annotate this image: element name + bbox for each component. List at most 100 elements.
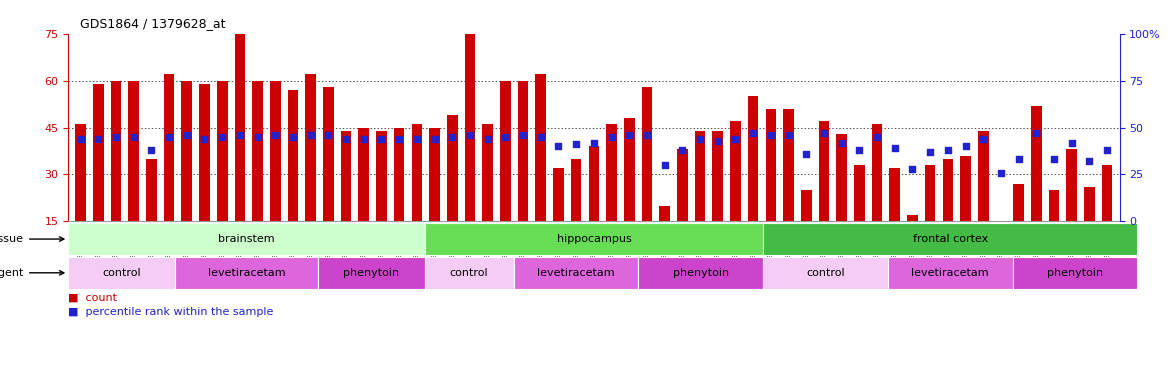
- Point: [266, 132, 285, 138]
- Point: [921, 149, 940, 155]
- Point: [443, 134, 462, 140]
- Point: [886, 145, 904, 151]
- Bar: [763, 223, 1137, 255]
- Bar: [713, 130, 723, 221]
- Point: [283, 134, 302, 140]
- Bar: [607, 124, 617, 221]
- Point: [1097, 147, 1116, 153]
- Point: [336, 136, 355, 142]
- Bar: [818, 121, 829, 221]
- Bar: [730, 121, 741, 221]
- Bar: [996, 221, 1007, 228]
- Text: levetiracetam: levetiracetam: [911, 268, 989, 278]
- Text: agent: agent: [0, 268, 64, 278]
- Bar: [146, 159, 156, 221]
- Point: [743, 130, 762, 136]
- Bar: [429, 128, 440, 221]
- Bar: [766, 109, 776, 221]
- Bar: [376, 130, 387, 221]
- Point: [372, 136, 390, 142]
- Point: [708, 138, 727, 144]
- Text: levetiracetam: levetiracetam: [537, 268, 615, 278]
- Point: [479, 136, 497, 142]
- Point: [833, 140, 851, 146]
- Bar: [163, 74, 174, 221]
- Bar: [642, 87, 653, 221]
- Point: [248, 134, 267, 140]
- Bar: [68, 257, 175, 289]
- Bar: [270, 81, 281, 221]
- Bar: [394, 128, 405, 221]
- Bar: [465, 34, 475, 221]
- Text: ■  count: ■ count: [68, 293, 118, 303]
- Bar: [748, 96, 759, 221]
- Text: hippocampus: hippocampus: [556, 234, 632, 244]
- Bar: [553, 168, 563, 221]
- Bar: [500, 81, 510, 221]
- Bar: [517, 81, 528, 221]
- Bar: [888, 257, 1013, 289]
- Point: [89, 136, 108, 142]
- Bar: [318, 257, 425, 289]
- Bar: [447, 115, 457, 221]
- Point: [780, 132, 799, 138]
- Point: [178, 132, 196, 138]
- Point: [637, 132, 656, 138]
- Bar: [1031, 106, 1042, 221]
- Text: phenytoin: phenytoin: [1047, 268, 1103, 278]
- Bar: [961, 156, 971, 221]
- Text: control: control: [102, 268, 141, 278]
- Bar: [907, 215, 917, 221]
- Bar: [128, 81, 139, 221]
- Point: [815, 130, 834, 136]
- Point: [584, 140, 603, 146]
- Point: [319, 132, 338, 138]
- Point: [567, 141, 586, 147]
- Bar: [570, 159, 581, 221]
- Bar: [924, 165, 935, 221]
- Bar: [1102, 165, 1112, 221]
- Point: [726, 136, 744, 142]
- Text: ■  percentile rank within the sample: ■ percentile rank within the sample: [68, 307, 274, 317]
- Bar: [624, 118, 635, 221]
- Bar: [253, 81, 263, 221]
- Bar: [306, 74, 316, 221]
- Point: [850, 147, 869, 153]
- Bar: [199, 84, 209, 221]
- Bar: [359, 128, 369, 221]
- Text: tissue: tissue: [0, 234, 64, 244]
- Bar: [175, 257, 318, 289]
- Bar: [1014, 184, 1024, 221]
- Text: phenytoin: phenytoin: [673, 268, 729, 278]
- Text: GDS1864 / 1379628_at: GDS1864 / 1379628_at: [80, 17, 226, 30]
- Point: [389, 136, 408, 142]
- Point: [655, 162, 674, 168]
- Point: [461, 132, 480, 138]
- Bar: [801, 190, 811, 221]
- Bar: [588, 146, 600, 221]
- Text: brainstem: brainstem: [218, 234, 275, 244]
- Bar: [425, 257, 514, 289]
- Point: [426, 136, 445, 142]
- Text: frontal cortex: frontal cortex: [913, 234, 988, 244]
- Bar: [482, 124, 493, 221]
- Point: [301, 132, 320, 138]
- Point: [514, 132, 533, 138]
- Bar: [871, 124, 882, 221]
- Point: [125, 134, 143, 140]
- Bar: [111, 81, 121, 221]
- Bar: [234, 34, 246, 221]
- Point: [354, 136, 373, 142]
- Bar: [978, 130, 989, 221]
- Point: [107, 134, 126, 140]
- Point: [1044, 156, 1063, 162]
- Bar: [514, 257, 639, 289]
- Point: [868, 134, 887, 140]
- Point: [496, 134, 515, 140]
- Point: [673, 147, 691, 153]
- Bar: [323, 87, 334, 221]
- Bar: [639, 257, 763, 289]
- Bar: [68, 223, 425, 255]
- Point: [938, 147, 957, 153]
- Point: [1009, 156, 1028, 162]
